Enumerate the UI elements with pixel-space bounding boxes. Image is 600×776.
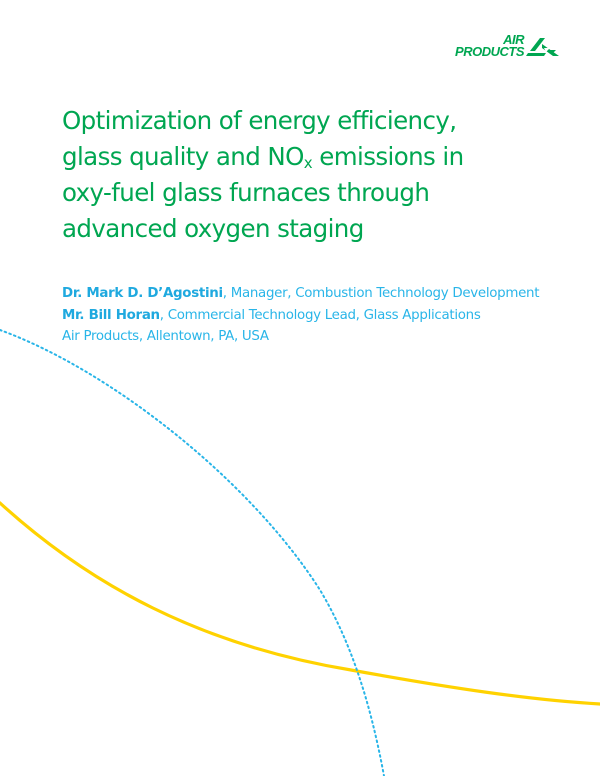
logo-wordmark: AIR PRODUCTS [455,32,524,59]
author-line: Mr. Bill Horan, Commercial Technology Le… [62,305,539,327]
yellow-arc [0,501,600,706]
air-products-logo: AIR PRODUCTS [432,32,560,64]
title-line-1: Optimization of energy efficiency, [62,106,457,135]
author-line: Dr. Mark D. D’Agostini, Manager, Combust… [62,283,539,305]
logo-air: AIR [503,32,524,47]
air-products-triangle-icon [526,38,559,56]
blue-dotted-arc [0,329,385,776]
title-subscript: x [303,154,313,172]
logo-products: PRODUCTS [455,44,524,59]
author-block: Dr. Mark D. D’Agostini, Manager, Combust… [62,283,539,348]
document-title: Optimization of energy efficiency, glass… [62,103,562,247]
title-line-3: oxy-fuel glass furnaces through [62,178,430,207]
author-role: , Commercial Technology Lead, Glass Appl… [159,307,481,323]
author-name: Mr. Bill Horan [62,307,160,323]
title-line-2-pre: glass quality and NO [62,142,304,171]
author-name: Dr. Mark D. D’Agostini [62,286,223,301]
author-role: , Manager, Combustion Technology Develop… [222,286,540,301]
title-line-4: advanced oxygen staging [62,214,364,243]
affiliation: Air Products, Allentown, PA, USA [62,329,269,344]
title-line-2-post: emissions in [312,142,464,171]
